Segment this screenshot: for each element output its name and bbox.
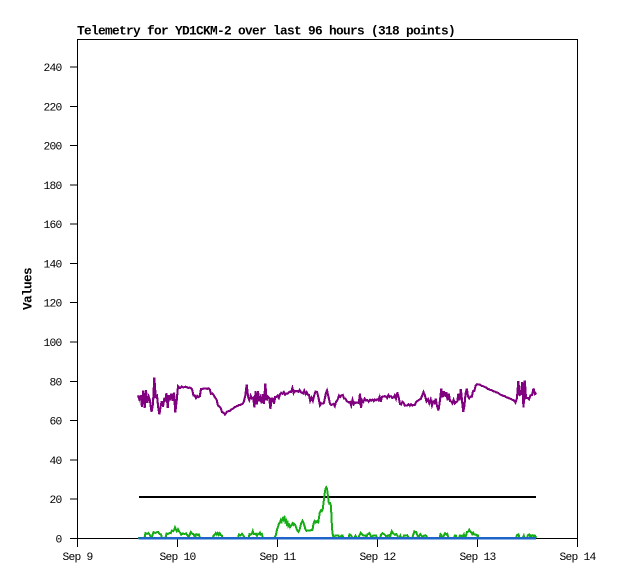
svg-text:Sep 14: Sep 14 bbox=[560, 552, 597, 564]
svg-text:120: 120 bbox=[44, 299, 63, 311]
svg-text:100: 100 bbox=[44, 338, 63, 350]
svg-text:Sep 12: Sep 12 bbox=[360, 552, 396, 564]
svg-text:Sep 11: Sep 11 bbox=[260, 552, 297, 564]
svg-text:240: 240 bbox=[44, 63, 63, 75]
svg-text:220: 220 bbox=[44, 102, 63, 114]
svg-text:Telemetry for YD1CKM-2 over la: Telemetry for YD1CKM-2 over last 96 hour… bbox=[77, 24, 455, 39]
svg-text:Sep 10: Sep 10 bbox=[160, 552, 197, 564]
svg-text:Sep 13: Sep 13 bbox=[460, 552, 497, 564]
svg-text:80: 80 bbox=[50, 377, 63, 389]
svg-text:200: 200 bbox=[44, 142, 63, 154]
svg-text:Sep 9: Sep 9 bbox=[63, 552, 93, 564]
svg-text:180: 180 bbox=[44, 181, 63, 193]
svg-text:160: 160 bbox=[44, 220, 63, 232]
svg-text:40: 40 bbox=[50, 456, 63, 468]
svg-text:20: 20 bbox=[50, 495, 63, 507]
svg-text:Values: Values bbox=[21, 268, 36, 310]
svg-text:140: 140 bbox=[44, 260, 63, 272]
svg-text:60: 60 bbox=[50, 417, 63, 429]
svg-text:0: 0 bbox=[56, 535, 63, 547]
